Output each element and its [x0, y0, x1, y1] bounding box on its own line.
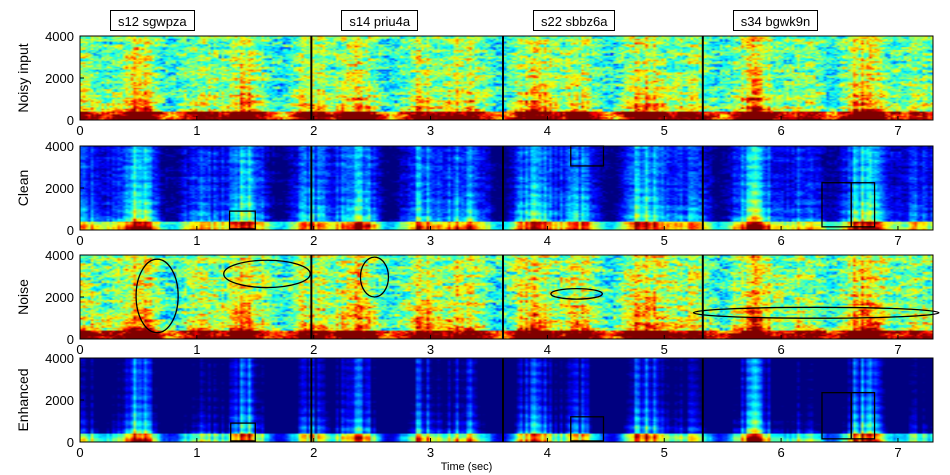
- x-tick-label: 4: [544, 123, 551, 138]
- y-tick-label: 0: [67, 435, 74, 450]
- x-tick-label: 6: [777, 233, 784, 248]
- y-axis-label-clean: Clean: [15, 170, 31, 207]
- annotation-ellipse: [692, 306, 940, 319]
- y-tick-label: 0: [67, 332, 74, 347]
- x-tick-label: 5: [661, 123, 668, 138]
- y-tick-label: 4000: [45, 351, 74, 366]
- y-tick-label: 2000: [45, 290, 74, 305]
- spectrogram-noise: [80, 255, 933, 339]
- y-tick-label: 0: [67, 113, 74, 128]
- y-tick-label: 4000: [45, 29, 74, 44]
- x-tick-label: 2: [310, 123, 317, 138]
- y-tick-label: 2000: [45, 393, 74, 408]
- annotation-box: [230, 422, 256, 442]
- x-tick-label: 0: [76, 342, 83, 357]
- utterance-label: s34 bgwk9n: [732, 10, 819, 31]
- utterance-label: s22 sbbz6a: [532, 10, 616, 31]
- y-tick-label: 0: [67, 223, 74, 238]
- annotation-box: [850, 182, 876, 228]
- annotation-ellipse: [223, 259, 311, 289]
- x-tick-label: 0: [76, 445, 83, 460]
- spectrogram-noisy-input: [80, 36, 933, 120]
- x-tick-label: 6: [777, 342, 784, 357]
- x-tick-label: 6: [777, 445, 784, 460]
- annotation-ellipse: [135, 258, 179, 334]
- x-tick-label: 7: [894, 445, 901, 460]
- spectrogram-clean: [80, 146, 933, 230]
- x-tick-label: 7: [894, 342, 901, 357]
- x-tick-label: 7: [894, 123, 901, 138]
- x-tick-label: 1: [193, 445, 200, 460]
- y-tick-label: 4000: [45, 139, 74, 154]
- y-tick-label: 2000: [45, 181, 74, 196]
- x-tick-label: 3: [427, 445, 434, 460]
- x-tick-label: 0: [76, 233, 83, 248]
- annotation-box: [850, 391, 876, 440]
- annotation-ellipse: [550, 287, 603, 300]
- utterance-label: s12 sgwpza: [110, 10, 195, 31]
- y-tick-label: 4000: [45, 248, 74, 263]
- utterance-label: s14 priu4a: [341, 10, 419, 31]
- x-tick-label: 2: [310, 445, 317, 460]
- x-tick-label: 4: [544, 233, 551, 248]
- spectrogram-enhanced: [80, 358, 933, 442]
- x-tick-label: 2: [310, 342, 317, 357]
- annotation-ellipse: [359, 256, 390, 298]
- x-tick-label: 5: [661, 233, 668, 248]
- y-axis-label-noise: Noise: [15, 279, 31, 315]
- y-axis-label-enhanced: Enhanced: [15, 368, 31, 431]
- x-tick-label: 5: [661, 342, 668, 357]
- annotation-box: [570, 416, 605, 442]
- x-tick-label: 4: [544, 342, 551, 357]
- x-tick-label: 3: [427, 123, 434, 138]
- x-tick-label: 4: [544, 445, 551, 460]
- x-tick-label: 0: [76, 123, 83, 138]
- x-tick-label: 1: [193, 233, 200, 248]
- x-tick-label: 1: [193, 123, 200, 138]
- x-tick-label: 5: [661, 445, 668, 460]
- x-tick-label: 7: [894, 233, 901, 248]
- x-tick-label: 1: [193, 342, 200, 357]
- x-axis-label: Time (sec): [441, 461, 493, 473]
- x-tick-label: 3: [427, 342, 434, 357]
- x-tick-label: 6: [777, 123, 784, 138]
- annotation-box: [228, 210, 256, 230]
- x-tick-label: 2: [310, 233, 317, 248]
- y-axis-label-noisy-input: Noisy input: [15, 43, 31, 112]
- y-tick-label: 2000: [45, 71, 74, 86]
- annotation-box: [570, 145, 605, 167]
- x-tick-label: 3: [427, 233, 434, 248]
